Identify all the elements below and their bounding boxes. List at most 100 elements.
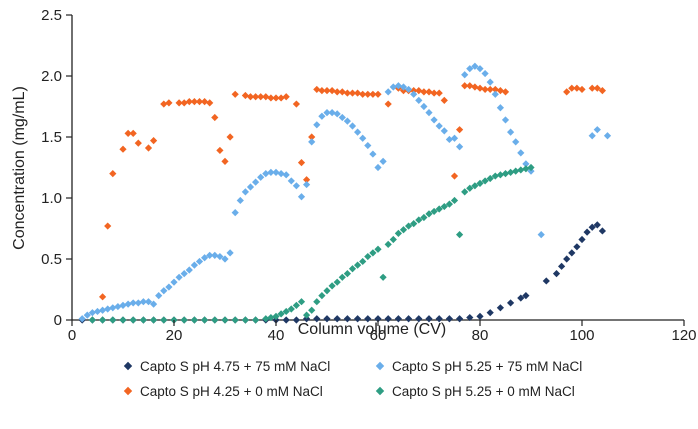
data-point [445,200,453,208]
data-point [282,171,290,179]
data-point [399,87,408,95]
x-tick-label: 20 [166,327,183,344]
data-point [241,316,249,324]
data-point [343,89,351,97]
series-4 [88,163,535,324]
data-point [292,301,300,309]
data-point [405,222,413,230]
data-point [165,283,173,291]
data-point [471,83,479,91]
data-point [359,134,367,142]
data-point [236,196,244,205]
data-point [593,126,601,134]
data-point [277,170,285,178]
data-point [542,277,550,285]
data-point [252,178,260,186]
data-point [527,163,535,172]
data-point [399,226,408,234]
data-point [78,315,86,323]
data-point [364,90,372,98]
data-point [425,210,433,218]
data-point [246,183,255,191]
y-axis-title: Concentration (mg/mL) [11,86,28,250]
data-point [129,299,137,307]
data-point [88,309,96,317]
data-point [481,177,489,185]
data-point [435,205,443,213]
data-point [180,270,188,278]
y-tick-label: 1.5 [41,129,62,146]
data-point [461,82,469,90]
data-point [410,220,418,228]
data-point [221,157,229,165]
data-point [175,273,183,281]
data-point [165,99,173,107]
data-point [415,96,423,104]
series-1 [78,221,606,324]
data-point [420,88,428,96]
data-point [527,167,535,175]
data-point [440,96,448,104]
data-point [578,235,586,244]
data-point [139,298,147,306]
data-point [593,221,601,229]
data-point [104,222,112,230]
data-point [190,316,198,324]
data-point [323,315,331,323]
data-point [476,65,484,73]
data-point [231,316,239,324]
data-point [175,99,183,107]
data-point [195,98,204,106]
data-point [129,129,137,137]
data-point [354,261,362,269]
data-point [384,100,392,108]
data-point [501,88,510,96]
legend-marker [375,361,385,371]
data-point [476,312,484,320]
data-point [394,315,402,323]
data-point [190,98,198,106]
data-point [588,223,596,231]
data-point [583,228,591,236]
data-point [471,182,479,190]
data-point [216,146,224,155]
data-point [241,91,249,100]
legend-item: Capto S pH 5.25 + 0 mM NaCl [375,384,575,399]
data-point [155,292,163,300]
data-point [430,116,438,124]
data-point [425,88,433,96]
data-point [425,109,433,117]
data-point [415,216,423,224]
data-point [486,78,494,86]
data-point [364,252,372,261]
data-point [588,132,596,140]
data-point [338,273,346,281]
data-point [374,315,382,323]
data-point [522,292,530,300]
legend-label: Capto S pH 4.25 + 0 mM NaCl [140,384,323,399]
data-point [282,307,290,316]
data-point [221,316,229,324]
data-point [343,270,351,278]
data-point [318,292,326,300]
data-point [206,251,214,259]
data-point [430,89,438,97]
data-point [501,170,510,178]
data-point [287,305,295,313]
data-point [476,179,484,187]
data-point [109,304,117,312]
data-point [303,315,311,323]
data-point [456,143,464,151]
data-point [466,82,474,90]
data-point [384,315,392,323]
data-marks [78,62,612,324]
series-2 [99,82,606,301]
data-point [496,87,504,95]
data-point [491,85,499,94]
data-point [226,133,234,141]
data-point [573,84,581,92]
data-point [517,149,525,157]
data-point [512,138,520,146]
data-point [150,300,158,308]
data-point [491,90,499,98]
